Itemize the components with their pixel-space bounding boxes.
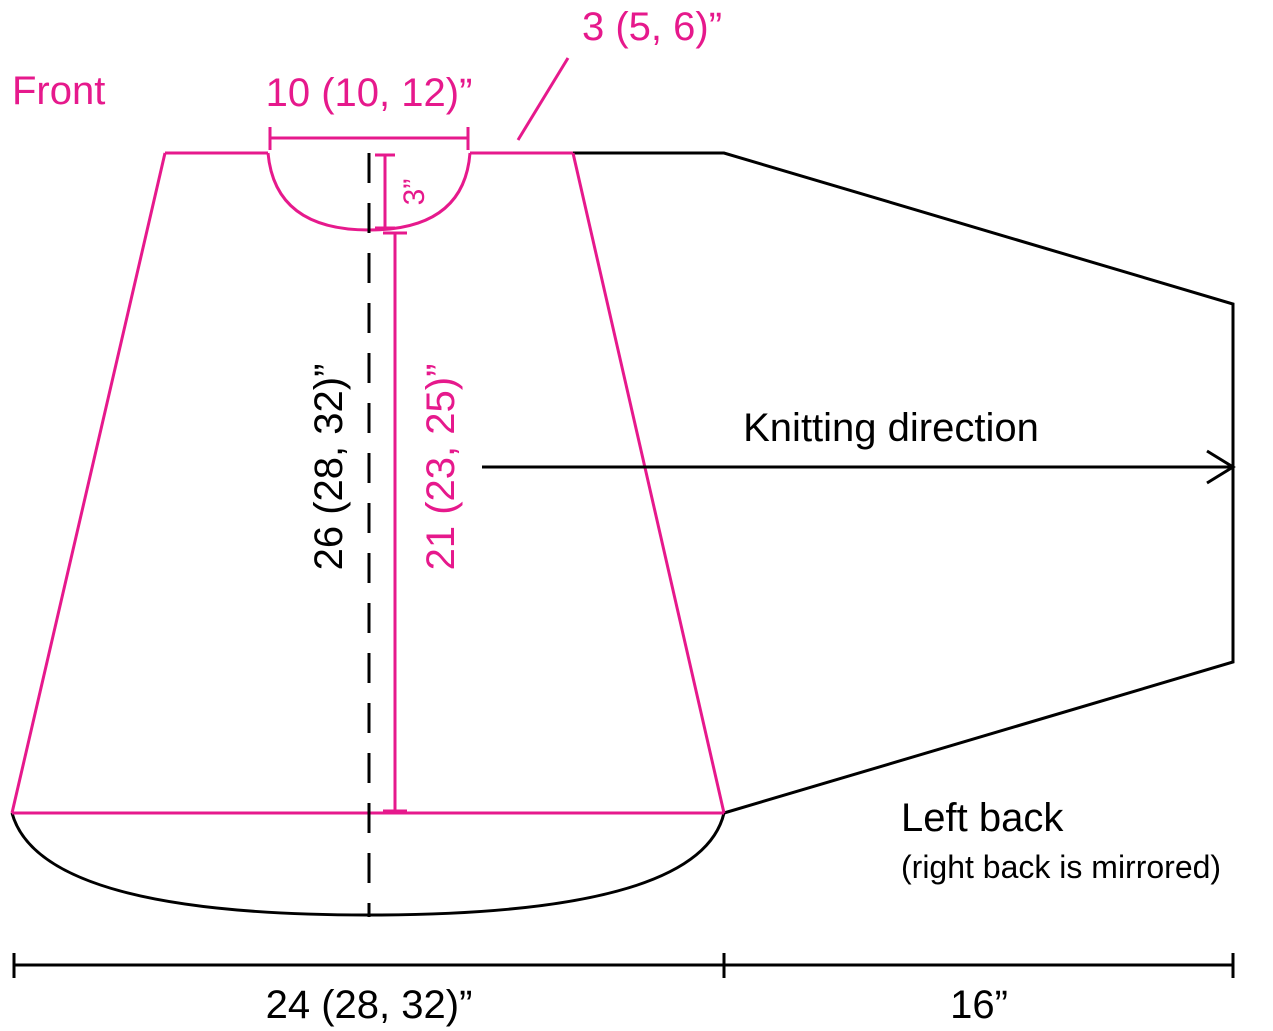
- shoulder-width-label: 3 (5, 6)”: [582, 5, 722, 49]
- front-side-right: [571, 152, 726, 814]
- front-length-dimension: [383, 231, 407, 813]
- back-note: (right back is mirrored): [901, 849, 1221, 885]
- neck-depth-dimension: [375, 153, 395, 230]
- front-length-label: 21 (23, 25)”: [419, 364, 463, 571]
- neck-width-dimension: [268, 127, 470, 150]
- total-length-label: 26 (28, 32)”: [307, 364, 351, 571]
- front-title: Front: [12, 69, 105, 113]
- back-title: Left back: [901, 796, 1064, 840]
- neck-depth-label: 3”: [398, 179, 431, 206]
- knitting-direction-label: Knitting direction: [743, 406, 1039, 450]
- front-side-left: [10, 152, 167, 814]
- bottom-dimension-line: [12, 953, 1235, 978]
- sleeve-length-label: 16”: [950, 983, 1008, 1027]
- shoulder-leader-line: [516, 57, 570, 141]
- neck-width-label: 10 (10, 12)”: [266, 71, 473, 115]
- back-top-edge: [573, 151, 1235, 815]
- body-width-label: 24 (28, 32)”: [266, 983, 473, 1027]
- knitting-direction-arrow: [482, 449, 1236, 485]
